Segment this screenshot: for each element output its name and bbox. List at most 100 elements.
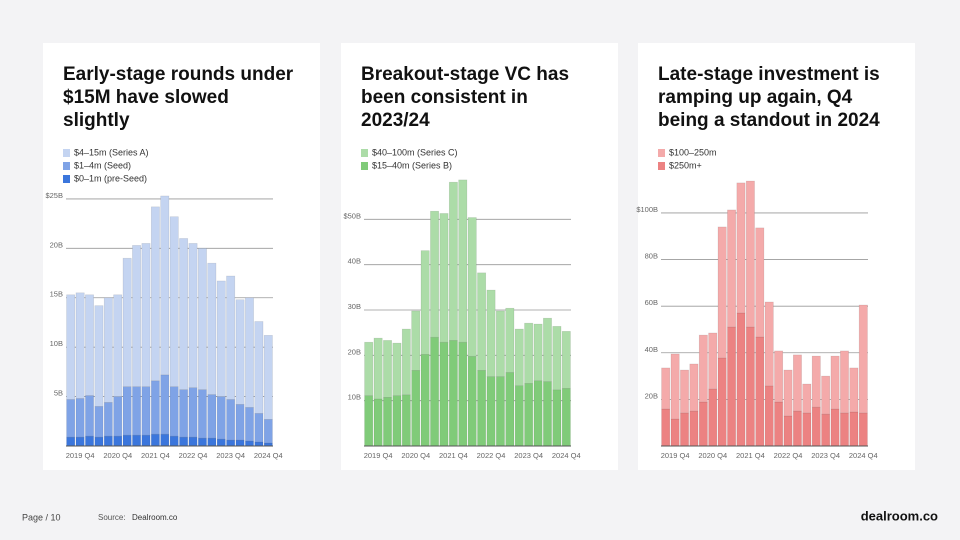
bar-segment <box>103 297 113 403</box>
bar-segment <box>113 396 123 437</box>
bar-segment <box>103 402 113 437</box>
bar-segment <box>179 389 189 438</box>
bar-segment <box>552 389 562 447</box>
bar-segment <box>774 350 784 403</box>
bar-segment <box>811 406 821 447</box>
bar-segment <box>235 299 245 405</box>
bar-segment <box>94 436 104 447</box>
bar-segment <box>811 355 821 408</box>
bar-segment <box>755 227 765 338</box>
bar-segment <box>680 412 689 447</box>
bar-segment <box>245 297 254 408</box>
bar-segment <box>150 433 160 447</box>
bar-segment <box>505 372 515 447</box>
bar-segment <box>197 437 207 447</box>
bar-segment <box>849 367 859 413</box>
bar-segment <box>802 383 812 414</box>
bar-segment <box>383 397 392 447</box>
bar-segment <box>411 310 421 371</box>
bar-segment <box>122 434 132 447</box>
bar-segment <box>160 433 170 447</box>
bar-segment <box>122 386 132 436</box>
bar-segment <box>783 415 793 447</box>
bar-segment <box>122 257 132 388</box>
legend-label: $40–100m (Series C) <box>372 147 458 157</box>
bar-segment <box>216 438 226 447</box>
bar-segment <box>216 280 226 397</box>
bar-segment <box>495 376 505 447</box>
legend-label: $0–1m (pre-Seed) <box>74 173 147 183</box>
bar-segment <box>66 436 76 447</box>
bar-segment <box>383 340 392 398</box>
bar-segment <box>783 369 793 417</box>
bar-segment <box>543 381 552 447</box>
bar-segment <box>66 399 76 438</box>
x-tick-label: 2022 Q4 <box>774 451 803 460</box>
bar-segment <box>533 323 543 382</box>
bar-segment <box>254 413 264 443</box>
y-tick-label: 60B <box>645 298 658 307</box>
bar-segment <box>764 301 774 387</box>
bar-segment <box>373 337 383 400</box>
bar-segment <box>477 369 487 447</box>
bar-segment <box>254 441 264 447</box>
legend-swatch <box>63 175 70 183</box>
bar-segment <box>467 217 477 357</box>
x-tick-label: 2022 Q4 <box>179 451 208 460</box>
bar-segment <box>858 412 868 447</box>
bar-segment <box>364 341 374 396</box>
y-tick-label: 5B <box>54 389 63 398</box>
bar-segment <box>420 354 430 447</box>
bar-segment <box>708 388 718 447</box>
legend-swatch <box>658 162 665 170</box>
bar-segment <box>169 386 179 437</box>
bar-segment <box>727 326 737 447</box>
bar-segment <box>661 408 671 447</box>
bar-segment <box>439 213 449 343</box>
bar-segment <box>830 355 840 410</box>
bar-segment <box>226 275 236 400</box>
y-tick-label: 20B <box>645 391 658 400</box>
bar-segment <box>486 376 496 447</box>
bar-segment <box>670 353 680 420</box>
bar-segment <box>169 435 179 447</box>
chart-title: $15M have slowed <box>63 87 229 108</box>
bar-segment <box>132 434 142 447</box>
bar-segment <box>745 180 755 328</box>
bar-segment <box>670 418 680 447</box>
x-tick-label: 2019 Q4 <box>661 451 690 460</box>
bar-segment <box>94 305 104 407</box>
bar-segment <box>188 387 198 438</box>
legend-label: $4–15m (Series A) <box>74 147 149 157</box>
bar-segment <box>132 386 142 436</box>
bar-segment <box>717 357 727 447</box>
bar-segment <box>188 436 198 447</box>
bar-segment <box>821 375 831 415</box>
bar-segment <box>430 210 440 338</box>
bar-segment <box>533 380 543 447</box>
legend-label: $15–40m (Series B) <box>372 160 452 170</box>
bar-segment <box>840 350 849 414</box>
chart-title: 2023/24 <box>361 110 430 131</box>
bar-segment <box>401 394 411 447</box>
bar-segment <box>717 226 727 359</box>
x-tick-label: 2023 Q4 <box>811 451 840 460</box>
bar-segment <box>160 195 170 376</box>
bar-segment <box>486 289 496 377</box>
legend-swatch <box>63 149 70 157</box>
bar-segment <box>736 312 746 447</box>
bar-segment <box>160 374 170 435</box>
bar-segment <box>708 332 718 390</box>
bar-segment <box>113 294 123 397</box>
bar-segment <box>698 401 708 447</box>
x-tick-label: 2022 Q4 <box>477 451 506 460</box>
bar-segment <box>524 383 534 447</box>
bar-segment <box>840 412 849 447</box>
bar-segment <box>505 307 515 373</box>
bar-segment <box>373 398 383 447</box>
bar-segment <box>141 386 151 436</box>
x-tick-label: 2021 Q4 <box>439 451 468 460</box>
x-tick-label: 2020 Q4 <box>698 451 727 460</box>
